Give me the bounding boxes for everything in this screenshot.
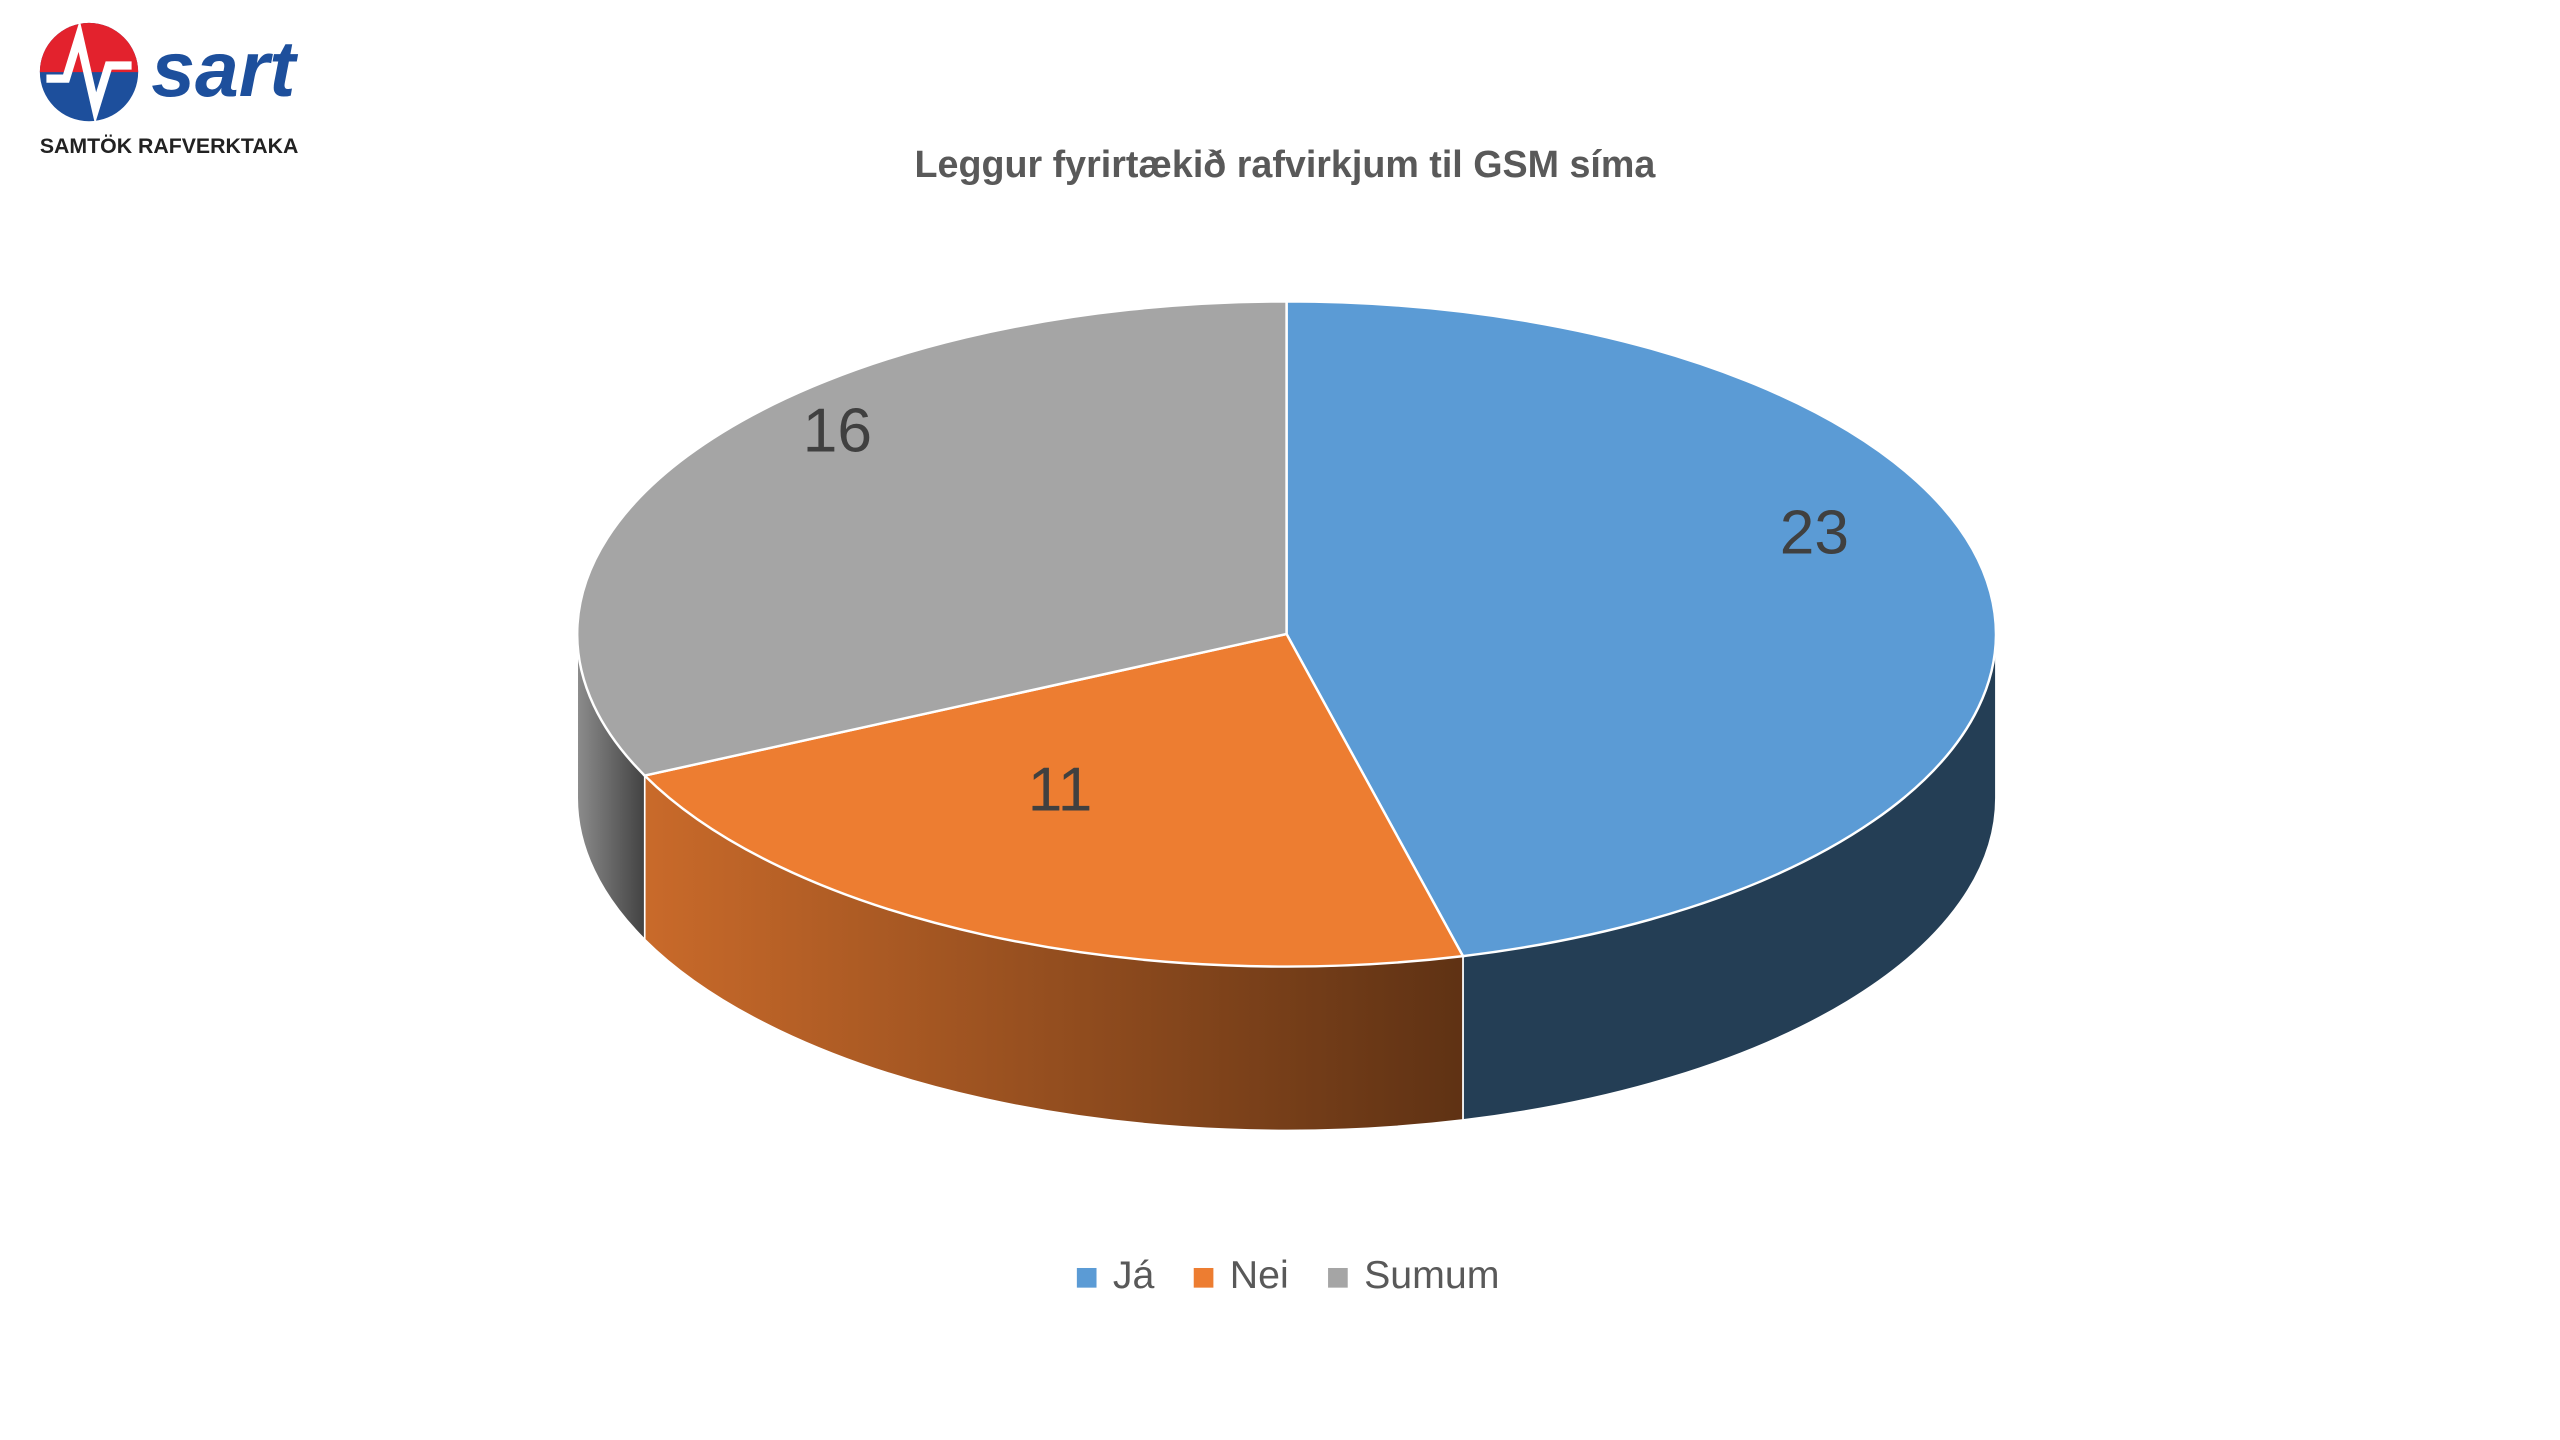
logo-wave bbox=[46, 20, 132, 124]
logo-tagline: SAMTÖK RAFVERKTAKA bbox=[40, 133, 299, 158]
pie-slice bbox=[642, 632, 1465, 968]
pie: 23 11 16 bbox=[575, 300, 1998, 1132]
legend-label: Sumum bbox=[1364, 1253, 1499, 1297]
chart-title: Leggur fyrirtækið rafvirkjum til GSM sím… bbox=[915, 143, 1657, 185]
pie-slice bbox=[1285, 300, 1998, 958]
data-label: 16 bbox=[803, 396, 872, 465]
legend-label: Já bbox=[1113, 1253, 1155, 1297]
legend: Já Nei Sumum bbox=[1076, 1253, 1499, 1297]
logo-name: sart bbox=[151, 25, 298, 113]
legend-label: Nei bbox=[1230, 1253, 1289, 1297]
legend-swatch bbox=[1193, 1267, 1214, 1288]
legend-swatch bbox=[1076, 1267, 1097, 1288]
logo: sart SAMTÖK RAFVERKTAKA bbox=[39, 20, 299, 158]
data-label: 11 bbox=[1028, 756, 1093, 825]
logo-mark bbox=[39, 22, 139, 73]
data-label: 23 bbox=[1780, 499, 1849, 568]
legend-swatch bbox=[1328, 1267, 1348, 1288]
pie-slice bbox=[575, 300, 1288, 777]
